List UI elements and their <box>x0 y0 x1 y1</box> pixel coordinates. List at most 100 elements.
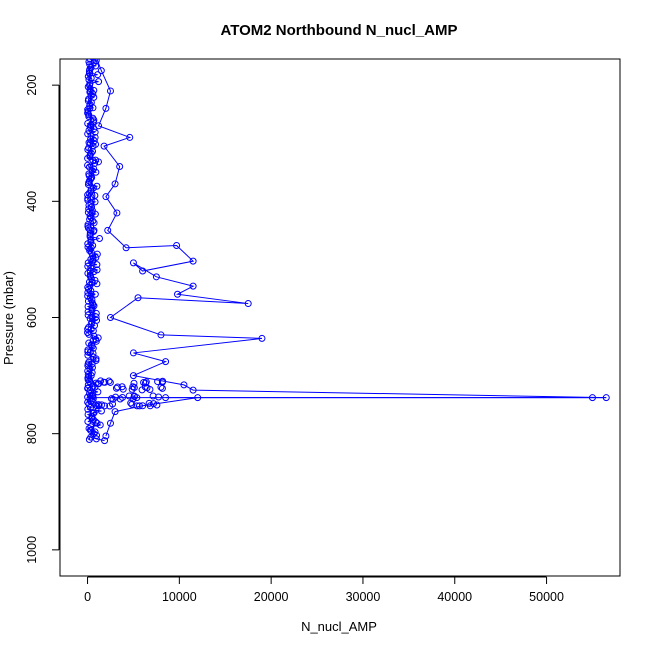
x-tick-label: 40000 <box>437 590 472 604</box>
data-point <box>84 362 92 370</box>
data-point <box>194 394 202 402</box>
data-point <box>87 372 95 380</box>
data-point <box>145 399 153 407</box>
data-point <box>158 384 166 392</box>
data-point <box>87 214 95 222</box>
data-point <box>86 104 94 112</box>
x-tick-label: 50000 <box>529 590 564 604</box>
data-point <box>107 395 115 403</box>
data-point <box>89 395 97 403</box>
data-point <box>157 383 165 391</box>
data-point <box>87 74 95 82</box>
data-point <box>122 244 130 252</box>
data-point <box>86 87 94 95</box>
data-point <box>102 104 110 112</box>
data-point <box>90 86 98 94</box>
data-point <box>129 372 137 380</box>
data-point <box>86 59 94 63</box>
data-point <box>92 435 100 443</box>
data-point <box>86 348 94 356</box>
data-point <box>104 226 112 234</box>
data-layer <box>84 59 610 445</box>
data-point <box>86 226 94 234</box>
data-point <box>258 334 266 342</box>
plot-frame <box>59 58 621 577</box>
data-point <box>88 360 96 368</box>
y-tick-label: 1000 <box>25 536 39 564</box>
data-point <box>129 259 137 267</box>
data-point <box>91 428 99 436</box>
data-point <box>93 250 101 258</box>
data-point <box>134 294 142 302</box>
data-point <box>114 383 122 391</box>
x-axis: 0 10000 20000 30000 40000 50000 <box>84 576 564 604</box>
data-point <box>91 192 99 200</box>
data-point <box>85 113 93 121</box>
data-point <box>91 128 99 136</box>
data-point <box>84 329 92 337</box>
data-point <box>100 142 108 150</box>
y-tick-label: 800 <box>25 423 39 444</box>
data-point <box>84 384 92 392</box>
data-point <box>95 402 103 410</box>
x-tick-label: 20000 <box>254 590 289 604</box>
data-point <box>87 290 95 298</box>
data-point <box>86 139 94 147</box>
data-point <box>84 297 92 305</box>
data-point <box>111 408 119 416</box>
data-point <box>87 174 95 182</box>
data-point <box>89 337 97 345</box>
data-point <box>141 379 149 387</box>
data-point <box>95 122 103 130</box>
data-point <box>87 122 95 130</box>
data-point <box>90 302 98 310</box>
data-point <box>87 397 95 405</box>
data-point <box>93 261 101 269</box>
data-point <box>91 133 99 141</box>
data-point <box>101 437 109 445</box>
data-point <box>129 349 137 357</box>
data-point <box>146 385 154 393</box>
data-point <box>106 87 114 95</box>
data-point <box>87 325 95 333</box>
data-point <box>157 331 165 339</box>
data-point <box>602 394 610 402</box>
data-point <box>173 241 181 249</box>
data-point <box>155 393 163 401</box>
y-tick-label: 600 <box>25 307 39 328</box>
data-point <box>174 290 182 298</box>
data-point <box>92 401 100 409</box>
data-point <box>85 59 93 66</box>
data-point <box>116 162 124 170</box>
data-point <box>102 193 110 201</box>
data-point <box>89 255 97 263</box>
data-point <box>189 386 197 394</box>
data-point <box>111 180 119 188</box>
data-point <box>92 62 100 70</box>
data-point <box>100 378 108 386</box>
data-point <box>93 280 101 288</box>
data-point <box>106 402 114 410</box>
data-point <box>90 59 98 66</box>
data-point <box>88 209 96 217</box>
data-point <box>92 418 100 426</box>
data-point <box>92 309 100 317</box>
data-point <box>89 409 97 417</box>
data-point <box>128 400 136 408</box>
data-point <box>152 273 160 281</box>
data-point <box>96 234 104 242</box>
data-point <box>89 157 97 165</box>
data-point <box>88 306 96 314</box>
data-point <box>84 417 92 425</box>
data-point <box>84 398 92 406</box>
data-point <box>84 308 92 316</box>
data-point <box>106 419 114 427</box>
x-tick-label: 0 <box>84 590 91 604</box>
chart-title: ATOM2 Northbound N_nucl_AMP <box>221 22 458 39</box>
data-point <box>153 401 161 409</box>
data-point <box>180 381 188 389</box>
data-point <box>84 161 92 169</box>
data-point <box>101 402 109 410</box>
data-point <box>88 314 96 321</box>
